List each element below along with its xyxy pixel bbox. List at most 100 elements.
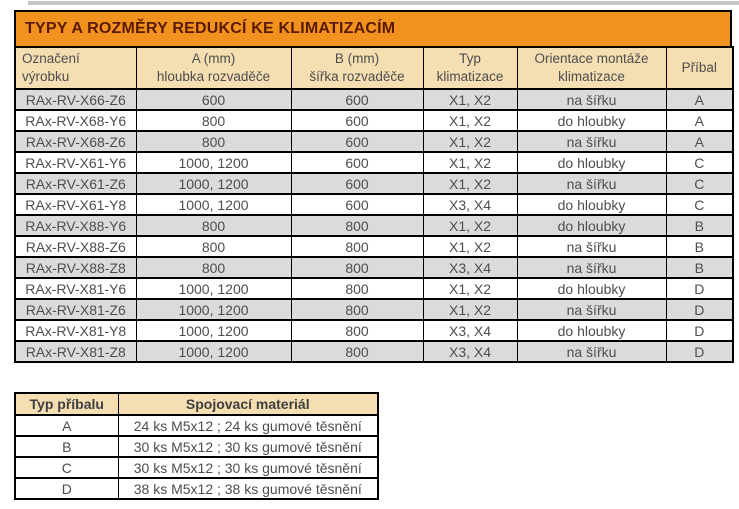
table-cell: 1000, 1200 <box>135 298 292 321</box>
table-row: B 30 ks M5x12 ; 30 ks gumové těsnění <box>14 435 379 458</box>
table-cell: 800 <box>290 277 424 300</box>
table-cell: RAx-RV-X88-Z8 <box>14 256 137 279</box>
table-cell: RAx-RV-X61-Y6 <box>14 151 137 174</box>
table-cell: D <box>665 277 734 300</box>
table-cell: A <box>665 130 734 153</box>
table-cell: RAx-RV-X61-Z6 <box>14 172 137 195</box>
table-cell: B <box>665 256 734 279</box>
table-cell: A <box>665 109 734 132</box>
table-cell: X1, X2 <box>422 130 518 153</box>
table-row: RAx-RV-X66-Z6 600 600 X1, X2 na šířku A <box>14 88 734 111</box>
table-cell: X3, X4 <box>422 256 518 279</box>
table-row: D 38 ks M5x12 ; 38 ks gumové těsnění <box>14 477 379 500</box>
table-cell: do hloubky <box>516 109 667 132</box>
table-cell: 600 <box>290 88 424 111</box>
table-row: RAx-RV-X61-Z6 1000, 1200 600 X1, X2 na šířku… <box>14 172 734 195</box>
table-cell: 600 <box>290 130 424 153</box>
table-cell: 800 <box>290 214 424 237</box>
table-cell: 600 <box>290 172 424 195</box>
table-header-row: Označení výrobku A (mm) hloubka rozvaděč… <box>14 46 734 90</box>
table-cell: RAx-RV-X88-Z6 <box>14 235 137 258</box>
table-cell: D <box>665 319 734 342</box>
reduction-types-table: Označení výrobku A (mm) hloubka rozvaděč… <box>14 46 734 363</box>
table-row: C 30 ks M5x12 ; 30 ks gumové těsnění <box>14 456 379 479</box>
table-cell: A <box>665 88 734 111</box>
table-cell: 600 <box>135 88 292 111</box>
table-cell: RAx-RV-X88-Y6 <box>14 214 137 237</box>
table-cell: B <box>665 214 734 237</box>
table-row: RAx-RV-X61-Y8 1000, 1200 600 X3, X4 do hloub… <box>14 193 734 216</box>
table-cell: X1, X2 <box>422 298 518 321</box>
table-cell: do hloubky <box>516 151 667 174</box>
accessory-material-table: Typ příbalu Spojovací materiál A 24 ks M5… <box>14 392 379 500</box>
table-cell: 800 <box>135 235 292 258</box>
table-row: RAx-RV-X81-Z8 1000, 1200 800 X3, X4 na šířku… <box>14 340 734 363</box>
column-header-depth-a: A (mm) hloubka rozvaděče <box>135 46 292 90</box>
table-cell: X1, X2 <box>422 151 518 174</box>
table-row: RAx-RV-X68-Y6 800 600 X1, X2 do hloubky A <box>14 109 734 132</box>
table-cell: A <box>14 414 119 437</box>
table-cell: 1000, 1200 <box>135 277 292 300</box>
table-cell: B <box>665 235 734 258</box>
table-cell: 38 ks M5x12 ; 38 ks gumové těsnění <box>117 477 379 500</box>
content-area: TYPY A ROZMĚRY REDUKCÍ KE KLIMATIZACÍM O… <box>14 10 734 500</box>
table-row: RAx-RV-X81-Z6 1000, 1200 800 X1, X2 na šířku… <box>14 298 734 321</box>
table-row: A 24 ks M5x12 ; 24 ks gumové těsnění <box>14 414 379 437</box>
table-cell: X1, X2 <box>422 109 518 132</box>
table-cell: X1, X2 <box>422 214 518 237</box>
table-cell: 800 <box>290 340 424 363</box>
table-cell: 1000, 1200 <box>135 151 292 174</box>
table-cell: D <box>665 298 734 321</box>
table-cell: 800 <box>290 319 424 342</box>
table-cell: 30 ks M5x12 ; 30 ks gumové těsnění <box>117 456 379 479</box>
table-cell: D <box>14 477 119 500</box>
table-cell: D <box>665 340 734 363</box>
table-cell: C <box>665 151 734 174</box>
table-cell: do hloubky <box>516 277 667 300</box>
table-cell: na šířku <box>516 88 667 111</box>
table-cell: 800 <box>290 256 424 279</box>
accessory-table-body: A 24 ks M5x12 ; 24 ks gumové těsnění B 30 k… <box>14 414 379 500</box>
table-cell: na šířku <box>516 298 667 321</box>
table-row: RAx-RV-X88-Y6 800 800 X1, X2 do hloubky B <box>14 214 734 237</box>
column-header-ac-type: Typ klimatizace <box>422 46 518 90</box>
table-cell: do hloubky <box>516 214 667 237</box>
table-row: RAx-RV-X81-Y8 1000, 1200 800 X3, X4 do hloub… <box>14 319 734 342</box>
table-cell: na šířku <box>516 235 667 258</box>
column-header-width-b: B (mm) šířka rozvaděče <box>290 46 424 90</box>
table-cell: do hloubky <box>516 319 667 342</box>
table-cell: RAx-RV-X68-Y6 <box>14 109 137 132</box>
table-row: RAx-RV-X61-Y6 1000, 1200 600 X1, X2 do hloub… <box>14 151 734 174</box>
table-cell: na šířku <box>516 130 667 153</box>
table-cell: 600 <box>290 151 424 174</box>
table-row: RAx-RV-X88-Z8 800 800 X3, X4 na šířku B <box>14 256 734 279</box>
table-cell: X3, X4 <box>422 319 518 342</box>
table-cell: 800 <box>135 109 292 132</box>
table-row: RAx-RV-X68-Z6 800 600 X1, X2 na šířku A <box>14 130 734 153</box>
column-header-mount-orientation: Orientace montáže klimatizace <box>516 46 667 90</box>
column-header-joining-material: Spojovací materiál <box>117 392 379 416</box>
table-cell: X1, X2 <box>422 235 518 258</box>
table-cell: X1, X2 <box>422 172 518 195</box>
table-cell: do hloubky <box>516 193 667 216</box>
scan-artifact-line <box>28 1 739 5</box>
table-cell: 800 <box>135 130 292 153</box>
table-cell: na šířku <box>516 256 667 279</box>
table-body: RAx-RV-X66-Z6 600 600 X1, X2 na šířku A RAx-RV… <box>14 88 734 363</box>
table-cell: 1000, 1200 <box>135 172 292 195</box>
table-cell: 800 <box>290 235 424 258</box>
table-cell: C <box>14 456 119 479</box>
table-cell: X3, X4 <box>422 340 518 363</box>
table-cell: 800 <box>135 214 292 237</box>
table-cell: 800 <box>290 298 424 321</box>
table-cell: na šířku <box>516 172 667 195</box>
table-cell: 800 <box>135 256 292 279</box>
table-cell: X1, X2 <box>422 88 518 111</box>
table-cell: RAx-RV-X81-Z6 <box>14 298 137 321</box>
column-header-accessory-pack: Příbal <box>665 46 734 90</box>
title-bar: TYPY A ROZMĚRY REDUKCÍ KE KLIMATIZACÍM <box>14 10 732 46</box>
table-cell: RAx-RV-X81-Y8 <box>14 319 137 342</box>
table-cell: X3, X4 <box>422 193 518 216</box>
table-cell: RAx-RV-X66-Z6 <box>14 88 137 111</box>
table-cell: na šířku <box>516 340 667 363</box>
